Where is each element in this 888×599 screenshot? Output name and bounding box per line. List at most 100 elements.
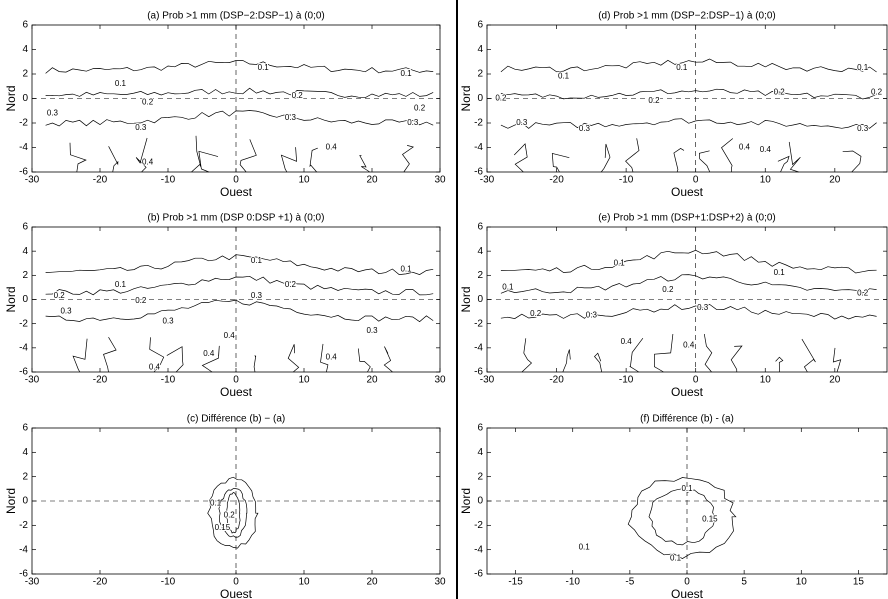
contour-label: 0.3 — [135, 123, 147, 132]
contour-line — [648, 488, 715, 546]
x-tick-label: 10 — [298, 175, 310, 186]
y-tick-label: -2 — [19, 118, 28, 129]
contour-line — [500, 118, 877, 129]
y-tick-label: 2 — [22, 270, 28, 281]
x-tick-label: 10 — [298, 375, 310, 386]
y-tick-label: 0 — [477, 496, 483, 507]
contour-line — [551, 152, 570, 173]
contour-line — [320, 343, 329, 373]
y-axis-label: Nord — [459, 85, 473, 111]
contour-line — [135, 137, 148, 173]
x-tick-label: -10 — [161, 577, 176, 588]
y-tick-label: -6 — [19, 569, 28, 580]
y-tick-label: -6 — [474, 167, 483, 178]
x-tick-label: -30 — [25, 577, 40, 588]
contour-label: 0.3 — [407, 118, 419, 127]
contour-label: 0.4 — [224, 331, 236, 340]
contour-label: 0.4 — [683, 341, 695, 350]
y-axis-label: Nord — [459, 488, 473, 514]
contour-line — [629, 337, 644, 373]
contour-line — [72, 338, 88, 373]
panel: (d) Prob >1 mm (DSP−2:DSP−1) à (0;0) Oues… — [459, 11, 888, 199]
x-tick-label: -30 — [480, 375, 495, 386]
y-tick-label: -4 — [474, 342, 483, 353]
x-tick-label: -10 — [161, 375, 176, 386]
contour-label: 0.4 — [760, 145, 772, 154]
y-tick-label: 4 — [22, 246, 28, 257]
contour-label: 0.3 — [697, 303, 709, 312]
contour-label: 0.2 — [648, 96, 660, 105]
y-tick-label: 2 — [22, 471, 28, 482]
y-tick-label: -6 — [474, 367, 483, 378]
contour-label: 0.2 — [292, 91, 304, 100]
contour-line — [500, 58, 877, 73]
contour-label: 0.1 — [115, 79, 127, 88]
contour-label: 0.2 — [495, 94, 507, 103]
panel: (e) Prob >1 mm (DSP+1:DSP+2) à (0;0) Oues… — [459, 213, 888, 399]
contour-line — [225, 491, 241, 534]
contour-line — [721, 138, 734, 173]
contour-line — [594, 352, 603, 373]
contour-label: 0.4 — [326, 143, 338, 152]
panel-title: (f) Différence (b) - (a) — [640, 414, 734, 425]
y-tick-label: 6 — [477, 423, 483, 434]
y-tick-label: -6 — [19, 167, 28, 178]
x-axis-label: Ouest — [671, 185, 704, 199]
y-tick-label: 2 — [477, 69, 483, 80]
x-tick-label: -30 — [25, 375, 40, 386]
contour-line — [730, 345, 743, 373]
x-tick-label: -20 — [549, 375, 564, 386]
x-tick-label: -20 — [93, 577, 108, 588]
x-tick-label: 20 — [366, 375, 378, 386]
contour-line — [357, 348, 371, 373]
x-tick-label: 5 — [741, 577, 747, 588]
axes-frame — [31, 427, 441, 575]
contour-label: 0.1 — [681, 484, 693, 493]
x-tick-label: 10 — [760, 375, 772, 386]
contour-line — [625, 138, 640, 173]
y-tick-label: -4 — [474, 544, 483, 555]
x-axis-label: Ouest — [671, 385, 704, 399]
x-tick-label: -10 — [161, 175, 176, 186]
contour-line — [788, 141, 801, 173]
x-tick-label: -5 — [625, 577, 634, 588]
y-tick-label: 0 — [22, 294, 28, 305]
y-tick-label: 2 — [477, 270, 483, 281]
y-tick-label: 4 — [22, 44, 28, 55]
contour-label: 0.3 — [579, 124, 591, 133]
contour-line — [383, 346, 393, 373]
y-tick-label: -6 — [474, 569, 483, 580]
contour-line — [703, 333, 713, 373]
x-tick-label: -20 — [93, 175, 108, 186]
x-tick-label: -20 — [93, 375, 108, 386]
contour-label: 0.15 — [215, 523, 231, 532]
x-tick-label: 20 — [829, 375, 841, 386]
contour-label: 0.2 — [285, 280, 297, 289]
contour-line — [562, 349, 571, 373]
contour-line — [775, 356, 784, 373]
contour-line — [198, 150, 219, 173]
panel-title: (c) Différence (b) − (a) — [187, 414, 285, 425]
x-tick-label: 10 — [760, 175, 772, 186]
panel-title: (b) Prob >1 mm (DSP 0:DSP +1) à (0;0) — [148, 213, 325, 224]
y-tick-label: -4 — [474, 142, 483, 153]
contour-label: 0.1 — [614, 258, 626, 267]
y-tick-label: 4 — [22, 447, 28, 458]
contour-label: 0.4 — [149, 362, 161, 371]
y-tick-label: -4 — [19, 342, 28, 353]
contour-label: 0.3 — [586, 310, 598, 319]
contour-label: 0.1 — [400, 264, 412, 273]
x-tick-label: 10 — [796, 577, 808, 588]
contour-label: 0.2 — [774, 87, 786, 96]
contour-line — [45, 60, 434, 74]
contour-line — [500, 249, 877, 274]
contour-label: 0.1 — [258, 63, 270, 72]
x-tick-label: -10 — [565, 577, 580, 588]
contour-label: 0.1 — [251, 256, 263, 265]
contour-line — [45, 254, 434, 275]
x-axis-label: Ouest — [220, 385, 253, 399]
contour-label: 0.1 — [670, 553, 682, 562]
y-tick-label: 4 — [477, 246, 483, 257]
